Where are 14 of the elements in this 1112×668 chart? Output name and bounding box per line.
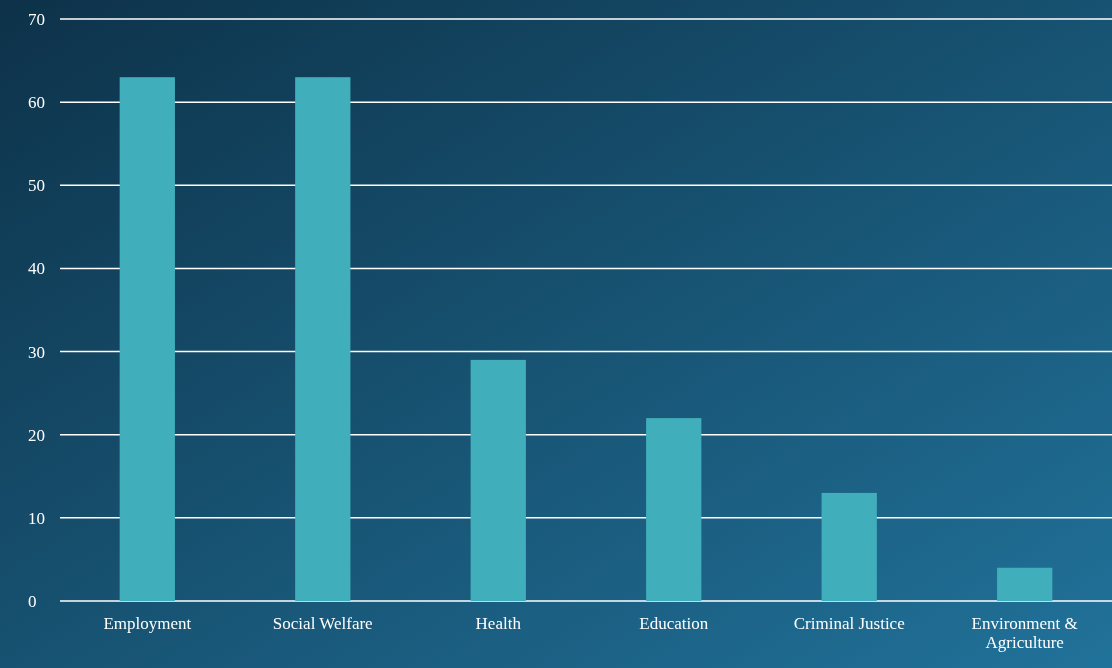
y-tick-label: 70 [28, 9, 45, 29]
x-tick-label: Employment [103, 614, 192, 633]
y-tick-label: 20 [28, 425, 45, 445]
y-tick-label: 0 [28, 591, 37, 611]
y-tick-label: 10 [28, 508, 45, 528]
y-tick-label: 60 [28, 93, 45, 113]
x-tick-label: Environment & Agriculture [971, 614, 1078, 652]
x-tick-label: Education [639, 614, 709, 633]
x-tick-label: Social Welfare [272, 614, 373, 633]
x-tick-label: Health [475, 614, 522, 633]
y-tick-label: 30 [28, 342, 45, 362]
y-tick-label: 40 [28, 259, 45, 279]
x-tick-label: Criminal Justice [793, 614, 905, 633]
y-tick-label: 50 [28, 176, 45, 196]
